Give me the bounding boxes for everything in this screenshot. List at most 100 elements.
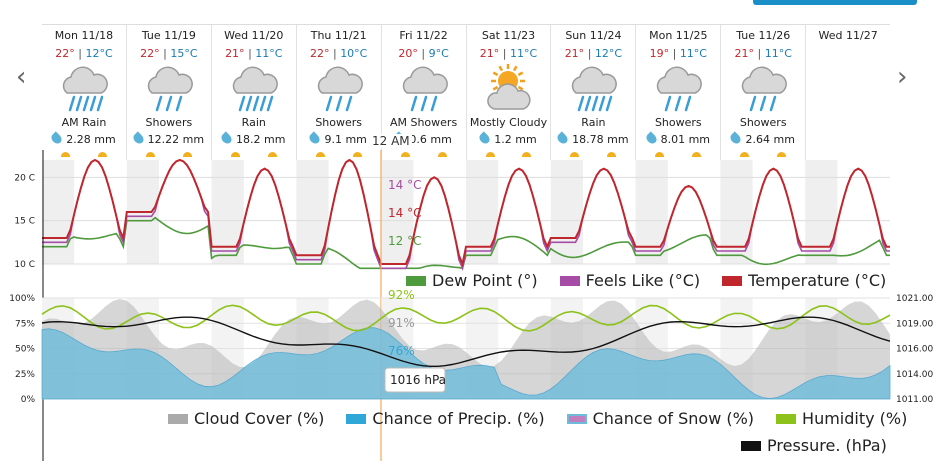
day-column[interactable]: Wed 11/27: [806, 25, 890, 160]
day-temps: 21° | 11°C: [479, 47, 538, 60]
dew-point-line: [42, 216, 890, 270]
legend-dew-point[interactable]: Dew Point (°): [406, 271, 538, 290]
y-tick-label: 20 C: [14, 173, 35, 183]
day-temps: 22° | 10°C: [309, 47, 368, 60]
sunset-icon: [267, 152, 277, 157]
dew-point-swatch: [406, 275, 426, 286]
day-condition: Rain: [241, 116, 266, 129]
day-temps: 21° | 12°C: [564, 47, 623, 60]
low-temp: 12°C: [594, 47, 623, 60]
tooltip-precip-chance: 76%: [388, 344, 415, 358]
y-tick-label: 0%: [21, 395, 36, 405]
low-temp: 12°C: [85, 47, 113, 60]
low-temp: 10°C: [340, 47, 368, 60]
legend-temperature[interactable]: Temperature (°C): [722, 271, 886, 290]
day-column[interactable]: Wed 11/20 21° | 11°C Rain 18.2 mm: [212, 25, 297, 160]
day-precip: 12.22 mm: [127, 131, 211, 146]
cloud-cover-swatch: [168, 413, 188, 424]
night-band: [720, 160, 753, 264]
day-temps: 20° | 9°C: [398, 47, 449, 60]
day-date: Fri 11/22: [399, 29, 448, 42]
sunrise-icon: [61, 152, 70, 157]
day-temps: 19° | 11°C: [649, 47, 707, 60]
y-tick-label: 15 C: [14, 217, 35, 227]
snow-chance-swatch: [566, 413, 587, 424]
legend-snow-chance[interactable]: Chance of Snow (%): [566, 409, 754, 428]
day-condition: AM Rain: [61, 116, 107, 129]
day-temps: 21° | 11°C: [734, 47, 792, 60]
day-date: Sun 11/24: [565, 29, 622, 42]
tooltip-humidity: 92%: [388, 288, 415, 302]
sunset-icon: [777, 152, 787, 157]
conditions-legend: Cloud Cover (%) Chance of Precip. (%) Ch…: [146, 409, 907, 428]
day-condition: Showers: [654, 116, 702, 129]
high-temp: 21°: [734, 47, 755, 60]
sunset-icon: [97, 152, 107, 157]
tooltip-pressure: 1016 hPa: [390, 373, 446, 387]
low-temp: 11°C: [764, 47, 792, 60]
day-condition: Mostly Cloudy: [469, 116, 548, 129]
legend-precip-chance[interactable]: Chance of Precip. (%): [346, 409, 545, 428]
precip-chance-swatch: [346, 413, 367, 424]
day-column[interactable]: Mon 11/18 22° | 12°C AM Rain 2.28 mm: [42, 25, 127, 160]
high-temp: 19°: [649, 47, 670, 60]
day-precip: 8.01 mm: [636, 131, 720, 146]
legend-pressure[interactable]: Pressure. (hPa): [741, 436, 887, 455]
temperature-line: [42, 158, 890, 268]
precip-chance-area: [41, 327, 891, 400]
y-tick-label: 75%: [15, 319, 35, 329]
rain-cloud-icon: [572, 66, 618, 112]
pressure-tick-label: 1021.00: [896, 294, 933, 304]
sunset-icon: [437, 152, 447, 157]
pressure-line: [41, 316, 891, 367]
pressure-tick-label: 1011.00: [896, 395, 933, 405]
day-column[interactable]: Thu 11/21 22° | 10°C Showers 9.1 mm: [297, 25, 382, 160]
day-precip: 2.64 mm: [721, 131, 805, 146]
high-temp: 21°: [225, 47, 245, 60]
legend-feels-like[interactable]: Feels Like (°C): [559, 271, 700, 290]
high-temp: 22°: [140, 47, 160, 60]
day-precip: 0.6 mm: [382, 131, 466, 146]
showers-cloud-icon: [742, 66, 788, 112]
low-temp: 11°C: [510, 47, 538, 60]
y-tick-label: 100%: [9, 294, 35, 304]
sunrise-icon: [740, 152, 750, 157]
day-date: Wed 11/27: [818, 29, 878, 42]
pressure-swatch: [741, 440, 761, 451]
temperature-legend: Dew Point (°) Feels Like (°C) Temperatur…: [384, 271, 886, 290]
legend-humidity[interactable]: Humidity (%): [776, 409, 907, 428]
sunrise-icon: [570, 152, 580, 157]
night-band: [42, 160, 75, 264]
chevron-left-icon[interactable]: ‹: [16, 62, 27, 92]
day-column[interactable]: Fri 11/22 20° | 9°C AM Showers 0.6 mm: [382, 25, 467, 160]
day-precip: 1.2 mm: [467, 131, 551, 146]
legend-cloud-cover[interactable]: Cloud Cover (%): [168, 409, 324, 428]
day-column[interactable]: Tue 11/26 21° | 11°C Showers 2.64 mm: [721, 25, 807, 160]
night-band: [635, 160, 668, 264]
pressure-legend: Pressure. (hPa): [741, 436, 887, 455]
low-temp: 11°C: [679, 47, 707, 60]
day-precip: 2.28 mm: [42, 131, 126, 146]
day-date: Tue 11/26: [736, 29, 791, 42]
tooltip-feels-like: 14 °C: [388, 206, 421, 220]
high-temp: 21°: [479, 47, 500, 60]
day-condition: Showers: [145, 116, 193, 129]
day-column[interactable]: Mon 11/25 19° | 11°C Showers 8.01 mm: [636, 25, 722, 160]
day-column[interactable]: Tue 11/19 22° | 15°C Showers 12.22 mm: [127, 25, 212, 160]
day-date: Tue 11/19: [141, 29, 196, 42]
daily-forecast-strip: Mon 11/18 22° | 12°C AM Rain 2.28 mm Tue 11/…: [42, 24, 890, 160]
day-column[interactable]: Sun 11/24 21° | 12°C Rain 18.78 mm: [551, 25, 637, 160]
day-condition: AM Showers: [389, 116, 458, 129]
low-temp: 11°C: [255, 47, 283, 60]
showers-cloud-icon: [147, 66, 193, 112]
night-band: [550, 160, 584, 264]
chevron-right-icon[interactable]: ›: [897, 62, 908, 92]
rain-cloud-icon: [62, 66, 108, 112]
sunset-icon: [522, 152, 532, 157]
sunrise-icon: [315, 152, 325, 157]
night-band: [805, 160, 838, 264]
day-precip: 9.1 mm: [297, 131, 381, 146]
mostly-cloudy-icon: [487, 64, 532, 110]
day-column[interactable]: Sat 11/23 21° | 11°C Mostly Cloudy 1.2 mm: [467, 25, 552, 160]
